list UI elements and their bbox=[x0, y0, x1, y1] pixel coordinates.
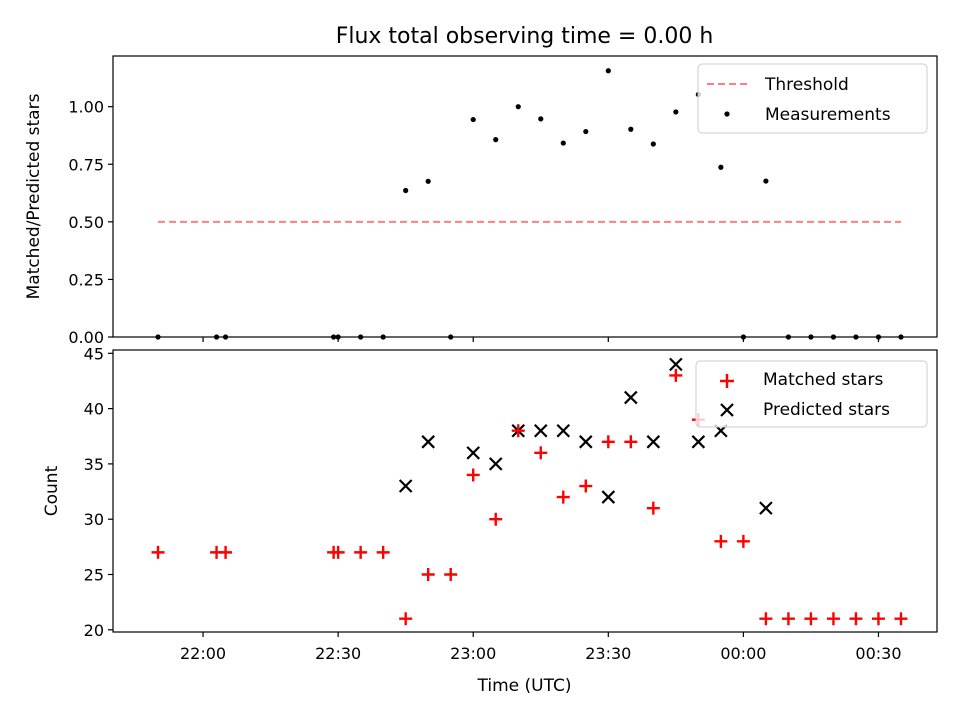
measurement-point bbox=[605, 68, 611, 74]
bottom-x-tick-label: 23:00 bbox=[450, 644, 496, 663]
measurement-point bbox=[718, 164, 724, 170]
top-legend: Threshold Measurements bbox=[697, 63, 928, 134]
measurement-point bbox=[403, 187, 409, 194]
matched-stars-point bbox=[804, 612, 818, 626]
matched-stars-point bbox=[151, 545, 165, 559]
matched-stars-point bbox=[579, 479, 593, 493]
measurement-point bbox=[538, 116, 544, 122]
matched-stars-point bbox=[601, 435, 615, 449]
legend-threshold-label: Threshold bbox=[764, 75, 849, 95]
bottom-legend-box bbox=[695, 360, 928, 428]
measurement-point bbox=[425, 178, 431, 184]
bottom-y-axis-label: Count bbox=[42, 465, 62, 516]
matched-stars-point bbox=[219, 545, 233, 559]
predicted-stars-point bbox=[556, 423, 571, 438]
bottom-y-tick-label: 25 bbox=[84, 565, 104, 584]
top-y-tick-label: 0.25 bbox=[68, 270, 104, 289]
top-chart-title: Flux total observing time = 0.00 h bbox=[336, 24, 714, 49]
matched-stars-point bbox=[489, 512, 503, 526]
matched-stars-point bbox=[669, 368, 683, 382]
bottom-x-axis-label: Time (UTC) bbox=[477, 676, 572, 696]
legend-predicted-swatch bbox=[720, 403, 734, 417]
bottom-x-tick-label: 00:30 bbox=[855, 644, 901, 663]
matched-stars-point bbox=[646, 501, 660, 515]
measurement-point bbox=[560, 140, 566, 146]
bottom-y-tick-label: 30 bbox=[84, 510, 104, 529]
bottom-x-tick-label: 23:30 bbox=[585, 644, 631, 663]
top-y-tick-label: 0.75 bbox=[68, 155, 104, 174]
matched-stars-point bbox=[421, 567, 435, 581]
top-y-tick-label: 1.00 bbox=[68, 98, 104, 117]
predicted-stars-point bbox=[691, 435, 706, 449]
predicted-stars-point bbox=[759, 501, 773, 515]
measurement-point bbox=[650, 141, 656, 147]
matched-stars-point bbox=[534, 446, 548, 460]
matched-stars-point bbox=[511, 424, 525, 438]
matched-stars-point bbox=[444, 567, 458, 581]
matched-stars-point bbox=[624, 435, 638, 449]
bottom-panel: 20 25 30 35 40 45 22:00 22:30 23:00 23:30 00:00 00… bbox=[42, 344, 938, 696]
matched-stars-point bbox=[781, 612, 795, 626]
matched-stars-point bbox=[714, 534, 728, 548]
matched-stars-point bbox=[466, 468, 480, 482]
matched-stars-point bbox=[894, 612, 908, 626]
measurement-point bbox=[673, 109, 679, 115]
measurement-point bbox=[493, 137, 499, 143]
matched-stars-point bbox=[399, 612, 413, 626]
bottom-y-tick-label: 45 bbox=[84, 344, 104, 363]
matched-stars-point bbox=[871, 612, 885, 626]
bottom-y-tick-label: 20 bbox=[84, 621, 104, 640]
bottom-x-tick-label: 22:30 bbox=[315, 644, 361, 663]
predicted-stars-point bbox=[624, 390, 638, 405]
predicted-stars-point bbox=[601, 490, 616, 504]
predicted-stars-point bbox=[646, 435, 661, 449]
matched-stars-point bbox=[826, 612, 840, 626]
measurement-point bbox=[515, 104, 521, 110]
predicted-stars-point bbox=[533, 423, 548, 438]
top-panel: Flux total observing time = 0.00 h 0.00 0… bbox=[24, 24, 938, 347]
bottom-x-tick-label: 00:00 bbox=[720, 644, 766, 663]
matched-stars-point bbox=[331, 545, 345, 559]
bottom-y-tick-label: 40 bbox=[84, 400, 104, 419]
legend-predicted-label: Predicted stars bbox=[763, 400, 890, 420]
top-plot-frame bbox=[112, 55, 938, 338]
measurement-point bbox=[628, 126, 634, 132]
legend-measurements-swatch bbox=[724, 111, 730, 117]
measurement-point bbox=[470, 116, 476, 123]
predicted-stars-point bbox=[669, 357, 683, 372]
matched-stars-point bbox=[376, 545, 390, 559]
matched-stars-point bbox=[354, 545, 368, 559]
bottom-y-tick-label: 35 bbox=[84, 455, 104, 474]
top-y-tick-label: 0.50 bbox=[68, 213, 104, 232]
bottom-x-tick-label: 22:00 bbox=[180, 644, 226, 663]
bottom-legend: Matched stars Predicted stars bbox=[695, 360, 928, 428]
legend-measurements-label: Measurements bbox=[765, 105, 891, 125]
top-legend-box bbox=[697, 63, 928, 134]
matched-stars-point bbox=[556, 490, 570, 504]
matched-stars-point bbox=[849, 612, 863, 626]
bottom-plot-frame bbox=[112, 349, 938, 633]
predicted-stars-point bbox=[421, 435, 435, 449]
measurement-point bbox=[583, 128, 589, 135]
top-y-tick-label: 0.00 bbox=[68, 328, 104, 347]
matched-stars-point bbox=[736, 534, 750, 548]
legend-matched-swatch bbox=[720, 374, 734, 388]
measurement-point bbox=[763, 178, 769, 184]
top-y-axis-label: Matched/Predicted stars bbox=[24, 93, 44, 299]
predicted-stars-point bbox=[466, 446, 480, 460]
predicted-stars-point bbox=[398, 479, 413, 493]
legend-matched-label: Matched stars bbox=[763, 370, 883, 390]
matched-stars-point bbox=[759, 612, 773, 626]
predicted-stars-point bbox=[579, 435, 593, 449]
predicted-stars-point bbox=[488, 457, 503, 471]
